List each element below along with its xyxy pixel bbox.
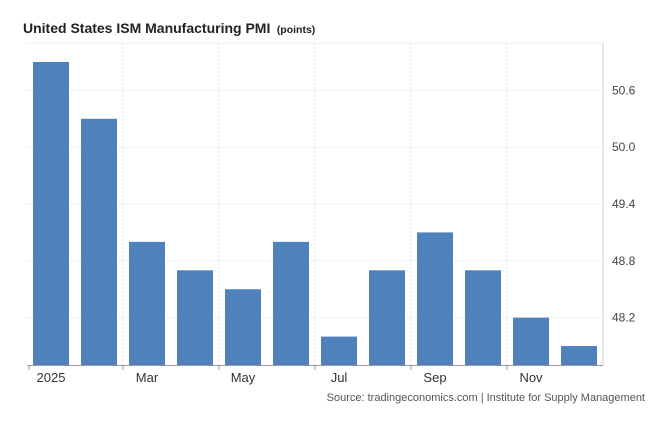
bar-dec bbox=[561, 346, 597, 365]
chart-title: United States ISM Manufacturing PMI bbox=[23, 20, 271, 36]
bar-apr bbox=[177, 270, 213, 365]
source-note: Source: tradingeconomics.com | Institute… bbox=[326, 392, 645, 404]
bar-jan-2025 bbox=[33, 61, 69, 366]
x-tick-label: May bbox=[231, 370, 256, 385]
x-tick-label: Nov bbox=[519, 370, 543, 385]
chart-unit: (points) bbox=[276, 24, 316, 36]
x-tick-label: 2025 bbox=[37, 370, 66, 385]
bar-may bbox=[225, 289, 261, 365]
y-tick-label: 49.4 bbox=[612, 197, 636, 211]
bar-feb bbox=[81, 118, 117, 365]
x-tick-label: Sep bbox=[423, 370, 446, 385]
y-tick-label: 50.6 bbox=[612, 83, 636, 97]
bar-sep bbox=[417, 232, 453, 365]
bar-mar bbox=[129, 241, 165, 365]
y-tick-label: 48.2 bbox=[612, 311, 636, 325]
bar-jun bbox=[273, 241, 309, 365]
x-tick-label: Mar bbox=[136, 370, 159, 385]
bar-oct bbox=[465, 270, 501, 365]
x-tick-label: Jul bbox=[331, 370, 348, 385]
y-tick-label: 48.8 bbox=[612, 254, 636, 268]
bar-nov bbox=[513, 317, 549, 365]
bar-aug bbox=[369, 270, 405, 365]
y-tick-label: 50.0 bbox=[612, 140, 636, 154]
bar-jul bbox=[321, 336, 357, 365]
chart-title-row: United States ISM Manufacturing PMI (poi… bbox=[23, 20, 315, 38]
